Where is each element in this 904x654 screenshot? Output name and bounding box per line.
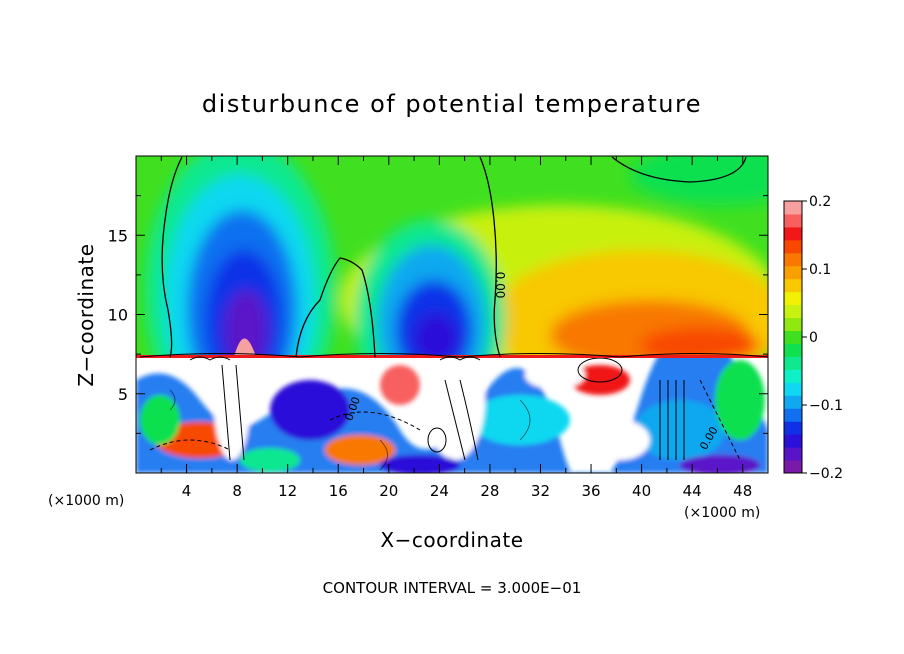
lower-field [136, 357, 768, 473]
colorbar-swatch [784, 304, 802, 319]
x-tick-label: 8 [232, 482, 242, 500]
x-tick-label: 24 [430, 482, 449, 500]
colorbar-swatch [784, 252, 802, 267]
boundary-contours [139, 353, 769, 361]
x-tick-label: 12 [278, 482, 297, 500]
colorbar-tick-label: 0 [809, 330, 818, 346]
colorbar-swatch [784, 460, 802, 474]
x-tick-label: 32 [531, 482, 550, 500]
colorbar-swatch [784, 291, 802, 306]
upper-field [136, 156, 768, 357]
colorbar-swatch [784, 226, 802, 241]
y-tick-label: 5 [118, 385, 128, 404]
x-unit-left: (×1000 m) [48, 493, 124, 509]
colorbar-swatch [784, 395, 802, 409]
y-tick-label: 15 [108, 226, 128, 245]
colorbar-swatch [784, 408, 802, 422]
colorbar-swatch [784, 213, 802, 228]
x-tick-label: 48 [733, 482, 752, 500]
colorbar-swatch [784, 239, 802, 254]
y-tick-label: 10 [108, 306, 128, 325]
colorbar-tick-label: 0.1 [809, 262, 831, 278]
colorbar-tick-label: −0.1 [809, 398, 843, 414]
colorbar-swatch [784, 356, 802, 370]
zero-contours [161, 156, 747, 358]
x-unit-right: (×1000 m) [684, 505, 760, 521]
colorbar-swatch [784, 434, 802, 448]
x-tick-label: 36 [581, 482, 600, 500]
colorbar-swatch [784, 330, 802, 344]
colorbar-tick-label: 0.2 [809, 194, 831, 210]
chart-title: disturbunce of potential temperature [202, 90, 702, 118]
x-tick-label: 40 [632, 482, 651, 500]
colorbar-swatch [784, 421, 802, 435]
x-axis: 4 8 12 16 20 24 28 32 36 40 44 48 [160, 156, 752, 500]
colorbar: 0.2 0.1 0 −0.1 −0.2 [783, 194, 843, 482]
colorbar-swatch [784, 317, 802, 332]
colorbar-swatch [784, 343, 802, 357]
colorbar-swatch [784, 201, 802, 215]
x-tick-label: 16 [329, 482, 348, 500]
x-tick-label: 28 [480, 482, 499, 500]
x-tick-label: 20 [379, 482, 398, 500]
colorbar-tick-label: −0.2 [809, 466, 843, 482]
colorbar-swatch [784, 278, 802, 293]
colorbar-swatch [784, 382, 802, 396]
contour-interval-label: CONTOUR INTERVAL = 3.000E−01 [323, 579, 582, 597]
colorbar-swatch [784, 447, 802, 461]
y-axis-title: Z−coordinate [74, 243, 98, 386]
x-tick-label: 4 [182, 482, 192, 500]
y-axis: 5 10 15 [108, 195, 768, 434]
x-axis-title: X−coordinate [380, 528, 523, 552]
contour-label: 0.00 [493, 272, 507, 299]
colorbar-swatch [784, 369, 802, 383]
colorbar-swatch [784, 265, 802, 280]
x-tick-label: 44 [683, 482, 702, 500]
